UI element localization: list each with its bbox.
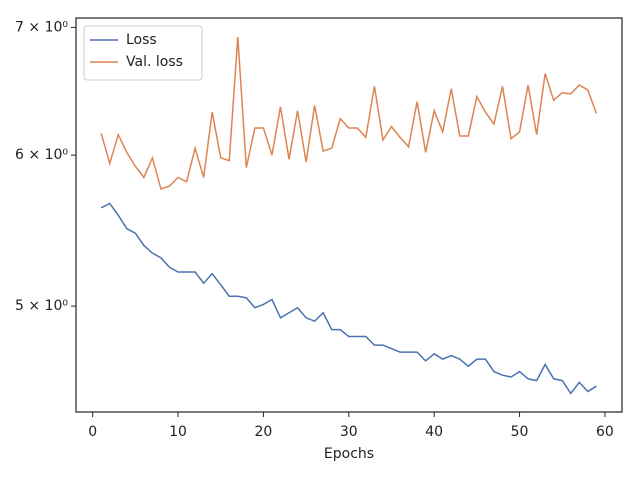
x-tick-label: 0 bbox=[88, 424, 97, 440]
x-tick-label: 40 bbox=[425, 424, 443, 440]
series-line bbox=[100, 202, 597, 395]
y-tick-label: 5 × 10⁰ bbox=[15, 298, 68, 314]
x-axis-label: Epochs bbox=[324, 446, 374, 462]
legend-label: Loss bbox=[126, 32, 157, 48]
x-tick-label: 30 bbox=[340, 424, 358, 440]
y-tick-label: 7 × 10⁰ bbox=[15, 19, 68, 35]
x-tick-label: 20 bbox=[254, 424, 272, 440]
series-line bbox=[100, 36, 598, 190]
legend: Loss Val. loss bbox=[83, 25, 203, 81]
plot-frame bbox=[75, 17, 623, 413]
y-tick-label: 6 × 10⁰ bbox=[15, 147, 68, 163]
legend-label: Val. loss bbox=[126, 54, 183, 70]
x-tick-label: 50 bbox=[511, 424, 529, 440]
x-tick-label: 10 bbox=[169, 424, 187, 440]
x-tick-label: 60 bbox=[596, 424, 614, 440]
